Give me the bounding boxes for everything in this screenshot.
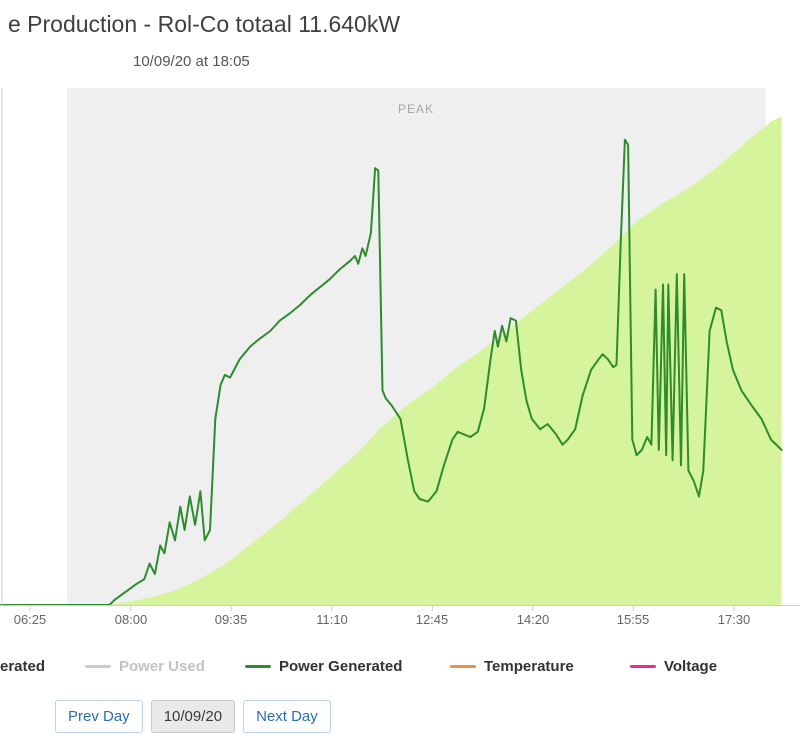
- x-axis-labels: 06:25 08:00 09:35 11:10 12:45 14:20 15:55 17:30: [0, 612, 800, 632]
- legend-label: Voltage: [664, 657, 718, 675]
- x-tick-label: 14:20: [516, 612, 550, 627]
- legend-item-power-generated[interactable]: Power Generated: [245, 652, 402, 680]
- power-generated-line-series: [0, 138, 783, 606]
- prev-day-button[interactable]: Prev Day: [55, 700, 143, 733]
- legend-marker: [85, 664, 111, 668]
- legend-item-voltage[interactable]: Voltage: [630, 652, 717, 680]
- legend-item-erated[interactable]: erated: [0, 652, 45, 680]
- energy-generated-area-series: [0, 116, 782, 605]
- x-tick-label: 08:00: [114, 612, 148, 627]
- x-tick-label: 15:55: [616, 612, 650, 627]
- chart-legend: erated Power Used Power Generated Temperatu…: [0, 652, 800, 680]
- current-date-button[interactable]: 10/09/20: [150, 700, 236, 733]
- legend-label: erated: [0, 657, 46, 675]
- legend-marker: [450, 664, 476, 668]
- legend-marker: [630, 664, 656, 668]
- day-navigation: Prev Day 10/09/20 Next Day: [55, 700, 331, 733]
- chart-subtitle: 10/09/20 at 18:05: [133, 53, 250, 70]
- x-tick-label: 17:30: [717, 612, 751, 627]
- legend-label: Power Used: [119, 657, 205, 675]
- x-tick-label: 09:35: [214, 612, 248, 627]
- legend-label: Temperature: [484, 657, 574, 675]
- x-axis-ticks: [29, 606, 735, 611]
- x-tick-label: 12:45: [415, 612, 449, 627]
- legend-item-temperature[interactable]: Temperature: [450, 652, 574, 680]
- peak-band-label: PEAK: [397, 102, 435, 116]
- x-tick-label: 11:10: [316, 612, 348, 627]
- page-title: e Production - Rol-Co totaal 11.640kW: [8, 11, 401, 37]
- next-day-button[interactable]: Next Day: [243, 700, 331, 733]
- legend-marker: [245, 664, 271, 668]
- x-tick-label: 06:25: [13, 612, 47, 627]
- legend-item-power-used[interactable]: Power Used: [85, 652, 205, 680]
- legend-label: Power Generated: [279, 657, 403, 675]
